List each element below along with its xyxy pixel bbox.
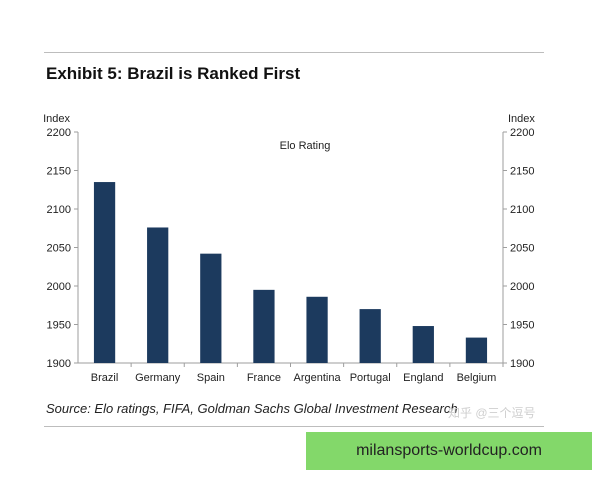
watermark: 知乎 @三个逗号 bbox=[448, 406, 536, 420]
y-tick-label-left: 1900 bbox=[47, 358, 71, 370]
y-tick-label-left: 2000 bbox=[47, 281, 71, 293]
bar-brazil bbox=[93, 182, 116, 363]
bar-argentina bbox=[306, 296, 328, 363]
x-tick-label: Portugal bbox=[350, 372, 391, 384]
x-tick-label: France bbox=[247, 372, 281, 384]
exhibit-title: Exhibit 5: Brazil is Ranked First bbox=[46, 64, 301, 83]
y-tick-label-left: 2100 bbox=[47, 204, 71, 216]
y-tick-label-right: 2050 bbox=[510, 243, 534, 255]
plot-area: 1900 1900 1950 1950 2000 2000 2050 2050 2100 2100… bbox=[47, 127, 535, 384]
bar-france bbox=[253, 289, 275, 363]
top-rule bbox=[44, 52, 544, 53]
x-tick-label: Germany bbox=[135, 372, 181, 384]
y-tick-label-left: 2050 bbox=[47, 243, 71, 255]
y-tick-label-left: 1950 bbox=[47, 320, 71, 332]
y-tick-label-right: 1900 bbox=[510, 358, 534, 370]
y-axis-label-right: Index bbox=[508, 113, 535, 125]
bar-portugal bbox=[359, 309, 381, 363]
x-tick-label: England bbox=[403, 372, 443, 384]
bar-belgium bbox=[465, 337, 488, 363]
y-tick-label-left: 2150 bbox=[47, 166, 71, 178]
y-axis-label-left: Index bbox=[43, 113, 70, 125]
y-tick-label-right: 2000 bbox=[510, 281, 534, 293]
bottom-rule bbox=[44, 426, 544, 427]
y-tick-label-right: 2150 bbox=[510, 166, 534, 178]
site-banner[interactable]: milansports-worldcup.com bbox=[306, 432, 592, 470]
chart-title: Elo Rating bbox=[280, 140, 331, 152]
x-tick-label: Argentina bbox=[294, 372, 342, 384]
bar-spain bbox=[200, 253, 222, 363]
y-tick-label-right: 2200 bbox=[510, 127, 534, 139]
x-tick-label: Belgium bbox=[457, 372, 497, 384]
y-tick-label-right: 1950 bbox=[510, 320, 534, 332]
source-note: Source: Elo ratings, FIFA, Goldman Sachs… bbox=[46, 401, 458, 416]
bar-germany bbox=[147, 227, 169, 363]
y-tick-label-right: 2100 bbox=[510, 204, 534, 216]
x-tick-label: Spain bbox=[197, 372, 225, 384]
x-tick-label: Brazil bbox=[91, 372, 119, 384]
y-tick-label-left: 2200 bbox=[47, 127, 71, 139]
bar-england bbox=[412, 326, 434, 363]
